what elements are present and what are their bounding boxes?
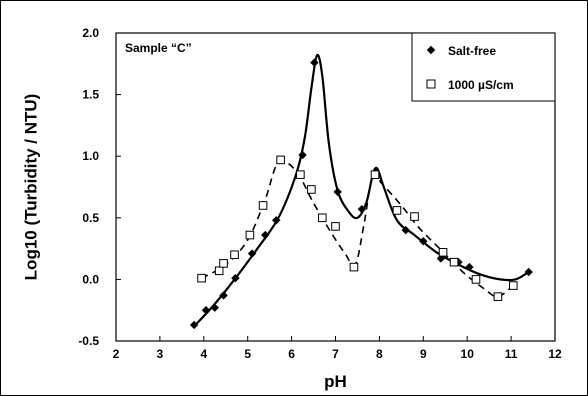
x-tick-label: 9	[420, 347, 427, 361]
data-point-1000-us-cm	[493, 292, 503, 301]
y-tick-label: 2.0	[82, 26, 99, 40]
data-point-salt-free	[401, 225, 410, 235]
x-tick-label: 7	[332, 347, 339, 361]
data-markers	[189, 58, 533, 330]
data-point-1000-us-cm	[245, 230, 255, 240]
legend: Salt-free 1000 µS/cm	[411, 32, 556, 102]
legend-marker-salt-free	[426, 45, 436, 55]
data-point-1000-us-cm	[276, 155, 285, 165]
legend-marker-1000-us-cm	[426, 79, 436, 89]
y-axis: -0.5 0.0 0.5 1.0 1.5 2.0	[78, 26, 121, 348]
data-point-1000-us-cm	[214, 266, 224, 276]
data-point-salt-free	[272, 216, 281, 225]
data-point-1000-us-cm	[197, 273, 206, 283]
x-tick-label: 4	[200, 347, 207, 361]
data-point-1000-us-cm	[471, 275, 481, 284]
data-point-salt-free	[210, 303, 219, 312]
data-point-salt-free	[231, 273, 240, 283]
data-point-salt-free	[219, 291, 228, 300]
data-point-1000-us-cm	[392, 206, 402, 215]
legend-label-salt-free: Salt-free	[448, 44, 496, 58]
data-point-salt-free	[189, 320, 199, 330]
x-tick-label: 5	[244, 347, 251, 361]
data-point-salt-free	[333, 187, 342, 197]
x-tick-label: 11	[505, 347, 518, 361]
x-tick-label: 2	[113, 347, 120, 361]
x-tick-label: 6	[288, 347, 295, 361]
data-point-salt-free	[524, 267, 533, 277]
data-point-1000-us-cm	[370, 170, 380, 179]
x-tick-label: 3	[157, 347, 164, 361]
data-point-1000-us-cm	[410, 212, 419, 221]
y-tick-label: 1.5	[82, 88, 99, 102]
data-point-salt-free	[465, 262, 474, 272]
legend-box	[411, 32, 556, 102]
x-axis-title: pH	[324, 372, 347, 391]
data-point-1000-us-cm	[258, 201, 268, 210]
data-point-1000-us-cm	[331, 222, 340, 231]
data-point-1000-us-cm	[307, 185, 316, 194]
data-point-salt-free	[419, 237, 428, 246]
data-point-salt-free	[201, 306, 211, 315]
data-point-1000-us-cm	[318, 213, 327, 223]
y-tick-label: 0.0	[82, 272, 99, 286]
data-point-salt-free	[261, 230, 270, 240]
data-point-1000-us-cm	[508, 281, 518, 290]
y-tick-label: -0.5	[78, 334, 99, 348]
data-point-salt-free	[310, 58, 319, 67]
y-tick-label: 0.5	[82, 211, 99, 225]
x-tick-label: 10	[461, 347, 475, 361]
data-point-salt-free	[357, 204, 367, 214]
data-point-1000-us-cm	[349, 262, 359, 272]
y-axis-title: Log10 (Turbidity / NTU)	[21, 94, 40, 281]
data-point-1000-us-cm	[219, 259, 228, 268]
legend-label-1000-us-cm: 1000 µS/cm	[448, 78, 514, 92]
x-tick-label: 12	[548, 347, 562, 361]
data-point-salt-free	[247, 249, 257, 258]
data-point-1000-us-cm	[230, 250, 239, 260]
data-point-1000-us-cm	[438, 247, 448, 257]
series-curve-1000-us-cm	[201, 159, 514, 298]
x-tick-label: 8	[376, 347, 383, 361]
data-point-1000-us-cm	[296, 170, 305, 179]
sample-annotation: Sample “C”	[125, 41, 192, 55]
data-point-1000-us-cm	[449, 257, 459, 267]
x-axis: 2 3 4 5 6 7 8 9 10 11 12	[113, 336, 562, 361]
data-point-salt-free	[298, 150, 307, 160]
y-tick-label: 1.0	[82, 149, 99, 163]
